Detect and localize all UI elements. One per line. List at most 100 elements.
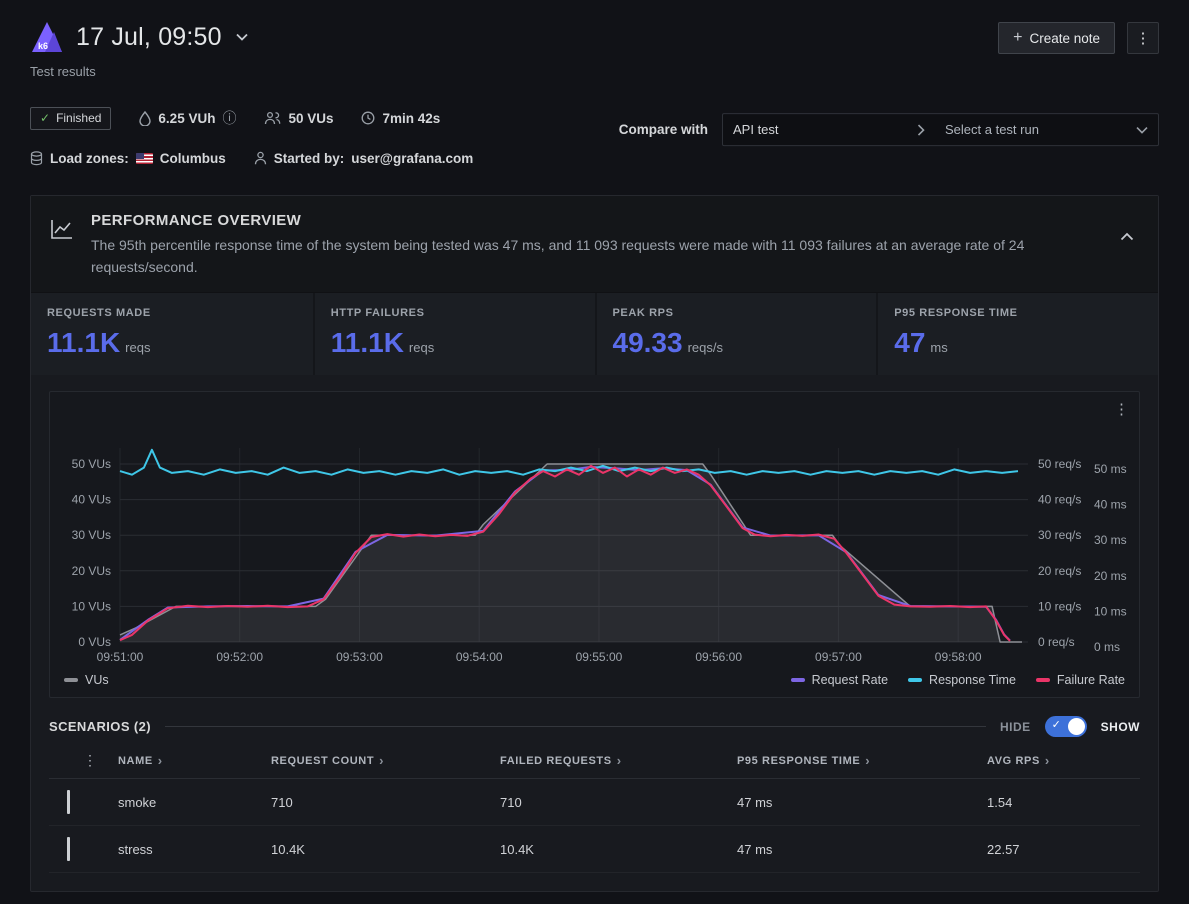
scenarios-title: SCENARIOS (2) [49,719,151,735]
table-row[interactable]: stress 10.4K 10.4K 47 ms 22.57 [49,826,1140,874]
column-header-failed-requests[interactable]: FAILED REQUESTS › [500,753,622,769]
compare-baseline-select[interactable]: API test [723,114,935,145]
svg-text:09:52:00: 09:52:00 [216,650,263,664]
stat-label: HTTP FAILURES [330,307,425,320]
compare-target-select[interactable]: Select a test run [935,114,1158,145]
scenario-request-count: 10.4K [271,841,305,857]
legend-item-request-rate[interactable]: Request Rate [790,673,889,688]
scenarios-table: ⋮ NAME › REQUEST COUNT › FAILED REQUESTS › … [49,743,1140,874]
svg-text:40 req/s: 40 req/s [1038,493,1081,507]
scenarios-visibility-toggle[interactable]: ✓ [1044,716,1087,738]
stat-label: P95 RESPONSE TIME [894,307,1018,320]
column-header-p95-response-time[interactable]: P95 RESPONSE TIME › [737,753,871,769]
stat-value: 49.33 [612,327,683,359]
chart-kebab-menu[interactable]: ⋮ [1114,401,1129,419]
legend-swatch [908,678,923,683]
users-icon [264,111,281,125]
create-note-button[interactable]: + Create note [998,22,1115,54]
status-badge: ✓ Finished [30,106,112,130]
svg-text:09:54:00: 09:54:00 [456,650,503,664]
info-icon[interactable]: ⓘ [222,110,237,126]
plus-icon: + [1013,29,1023,46]
scenario-avg-rps: 22.57 [987,841,1020,857]
legend-item-response-time[interactable]: Response Time [908,673,1016,687]
chart-icon [49,218,75,247]
vuh-value: 6.25 VUh [158,110,216,126]
divider [165,726,986,728]
stat-label: PEAK RPS [612,307,674,320]
column-options-kebab[interactable]: ⋮ [83,751,97,768]
load-zones-label: Load zones: [50,150,129,166]
page-subtitle: Test results [30,64,96,79]
scenarios-bar: SCENARIOS (2) HIDE ✓ SHOW [49,716,1140,738]
chevron-right-icon [917,124,925,136]
check-icon: ✓ [40,111,51,125]
collapse-chevron-up-icon[interactable] [1114,226,1140,247]
svg-text:10 ms: 10 ms [1094,605,1127,619]
clock-icon [361,111,375,125]
page-title: 17 Jul, 09:50 [76,22,222,51]
stat-value: 47 [894,327,926,359]
database-icon [30,150,43,166]
stat-unit: ms [930,340,948,356]
table-row[interactable]: smoke 710 710 47 ms 1.54 [49,779,1140,827]
svg-text:30 ms: 30 ms [1094,534,1127,548]
sort-chevron-icon: › [379,753,385,769]
stat-peak-rps: PEAK RPS 49.33 reqs/s [594,293,877,376]
stat-p95-response-time: P95 RESPONSE TIME 47 ms [876,293,1158,376]
compare-baseline-value: API test [733,122,779,138]
svg-text:09:53:00: 09:53:00 [336,650,383,664]
stats-row: REQUESTS MADE 11.1K reqs HTTP FAILURES 1… [31,293,1158,376]
svg-text:0 req/s: 0 req/s [1038,635,1075,649]
column-header-avg-rps[interactable]: AVG RPS › [987,753,1050,769]
chevron-down-icon [1136,126,1148,134]
toggle-knob [1067,718,1085,736]
scenario-name: smoke [118,794,157,810]
scenarios-table-body: smoke 710 710 47 ms 1.54 stress 10.4K 10.4K 47 m… [49,779,1140,874]
legend-swatch [1035,678,1050,683]
chevron-down-icon[interactable] [236,33,248,41]
svg-text:k6: k6 [38,41,48,51]
started-by-value: user@grafana.com [351,150,474,166]
show-label: SHOW [1100,719,1140,734]
vus-metric: 50 VUs [264,111,333,126]
svg-text:09:55:00: 09:55:00 [576,650,623,664]
svg-text:30 req/s: 30 req/s [1038,529,1081,543]
create-note-label: Create note [1029,30,1100,46]
chart-plot[interactable]: 09:51:00 09:52:00 09:53:00 09:54:00 09:55:00… [50,398,1141,666]
legend-label: VUs [85,673,109,688]
timeseries-chart: ⋮ 09:51:00 09:52:00 09:53:00 09:54:00 09:55:… [49,391,1141,699]
started-by: Started by: user@grafana.com [254,151,473,166]
status-text: Finished [56,111,102,125]
svg-text:50 req/s: 50 req/s [1038,457,1081,471]
svg-text:09:58:00: 09:58:00 [935,650,982,664]
chart-legend: VUs Request Rate Response Time Failure Rat… [50,671,1139,697]
svg-text:50 VUs: 50 VUs [72,457,111,471]
svg-text:40 ms: 40 ms [1094,498,1127,512]
us-flag-icon [135,152,153,164]
legend-item-vus[interactable]: VUs [64,673,109,687]
scenario-avg-rps: 1.54 [987,794,1013,810]
sort-chevron-icon: › [1044,753,1050,769]
legend-item-failure-rate[interactable]: Failure Rate [1035,673,1125,687]
svg-text:09:51:00: 09:51:00 [97,650,144,664]
svg-text:20 ms: 20 ms [1094,569,1127,583]
stat-unit: reqs [125,340,151,356]
svg-text:10 req/s: 10 req/s [1038,600,1081,614]
duration-value: 7min 42s [382,110,441,126]
kebab-menu-button[interactable]: ⋮ [1127,22,1159,54]
column-header-request-count[interactable]: REQUEST COUNT › [271,753,385,769]
scenario-p95: 47 ms [737,794,773,810]
overview-description: The 95th percentile response time of the… [91,237,1025,275]
legend-swatch [64,678,78,683]
overview-title: PERFORMANCE OVERVIEW [91,212,302,229]
column-header-name[interactable]: NAME › [118,753,163,769]
scenario-request-count: 710 [271,794,293,810]
svg-text:0 VUs: 0 VUs [78,635,111,649]
svg-text:30 VUs: 30 VUs [72,529,111,543]
svg-text:20 req/s: 20 req/s [1038,564,1081,578]
scenario-failed-requests: 710 [500,794,522,810]
compare-with: Compare with API test Select a test run [619,113,1159,147]
load-zone-value: Columbus [159,150,226,166]
legend-label: Request Rate [811,673,889,688]
